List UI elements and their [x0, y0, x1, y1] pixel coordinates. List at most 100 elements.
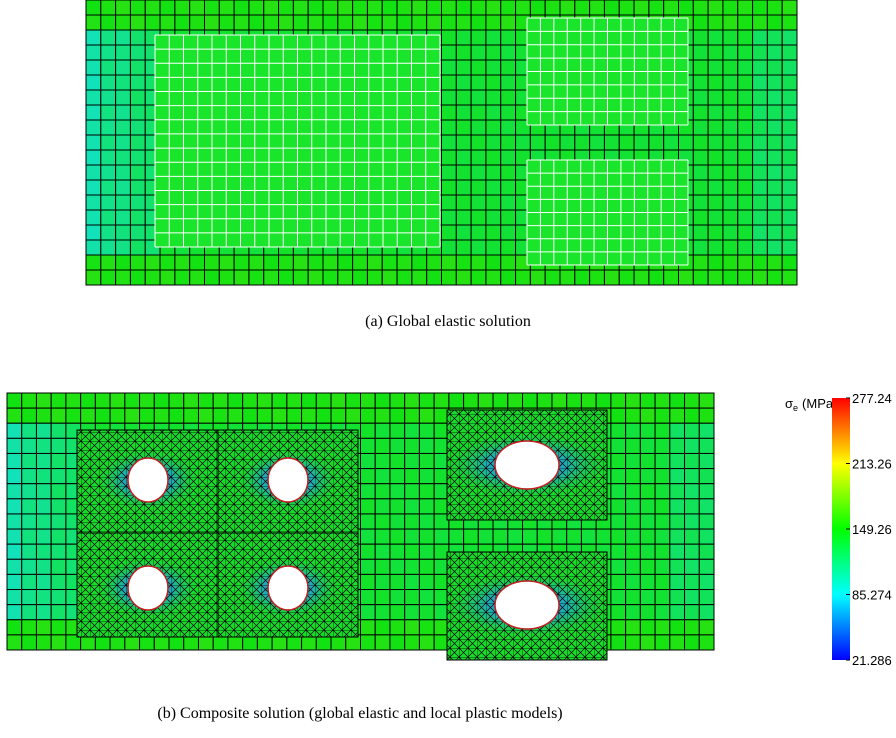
mesh-cell	[85, 239, 102, 256]
mesh-cell	[485, 119, 502, 136]
mesh-cell	[404, 437, 420, 454]
mesh-cell	[411, 254, 428, 271]
mesh-cell	[337, 269, 354, 286]
mesh-cell	[698, 528, 715, 545]
mesh-cell	[94, 392, 111, 409]
mesh-cell	[50, 558, 67, 575]
mesh-cell	[35, 437, 52, 454]
mesh-cell	[707, 104, 724, 121]
mesh-cell	[426, 14, 442, 31]
mesh-cell	[115, 239, 131, 256]
colorbar-label: σe (MPa)	[785, 396, 837, 413]
mesh-cell	[286, 407, 303, 424]
mesh-cell	[500, 44, 517, 61]
mesh-cell	[330, 392, 347, 409]
mesh-cell	[389, 634, 406, 651]
mesh-cell	[292, 0, 309, 16]
mesh-cell	[603, 269, 620, 286]
mesh-cell	[625, 437, 641, 454]
mesh-cell	[500, 134, 517, 151]
mesh-cell	[485, 179, 502, 196]
mesh-cell	[441, 119, 457, 136]
mesh-cell	[698, 452, 715, 470]
colorbar-tick-label: 85.274	[852, 588, 892, 603]
mesh-cell	[129, 269, 146, 286]
mesh-cell	[559, 0, 576, 16]
mesh-cell	[85, 104, 102, 121]
mesh-cell	[65, 392, 82, 409]
mesh-cell	[85, 14, 102, 31]
mesh-cell	[433, 392, 450, 409]
mesh-cell	[566, 392, 582, 409]
mesh-cell	[669, 604, 686, 621]
mesh-cell	[654, 437, 671, 454]
mesh-cell	[698, 483, 715, 500]
mesh-cell	[654, 483, 671, 500]
mesh-cell	[129, 254, 146, 271]
mesh-cell	[153, 392, 170, 409]
mesh-cell	[663, 0, 679, 16]
mesh-cell	[129, 74, 146, 91]
mesh-cell	[337, 14, 354, 31]
mesh-cell	[263, 269, 280, 286]
mesh-cell	[85, 29, 102, 46]
mesh-cell	[737, 239, 754, 256]
mesh-cell	[301, 407, 317, 424]
mesh-cell	[684, 498, 700, 515]
mesh-cell	[441, 29, 457, 46]
mesh-cell	[698, 619, 715, 636]
mesh-cell	[50, 589, 67, 606]
mesh-cell	[307, 14, 324, 31]
mesh-cell	[692, 209, 709, 226]
mesh-cell	[500, 0, 517, 16]
mesh-cell	[345, 407, 362, 424]
mesh-cell	[115, 14, 131, 31]
mesh-cell	[633, 134, 650, 151]
mesh-cell	[455, 29, 472, 46]
mesh-cell	[698, 498, 715, 515]
mesh-cell	[766, 134, 783, 151]
mesh-cell	[678, 134, 694, 151]
mesh-cell	[669, 498, 686, 515]
mesh-cell	[669, 573, 686, 591]
mesh-cell	[639, 407, 656, 424]
mesh-cell	[115, 89, 131, 106]
mesh-cell	[766, 29, 783, 46]
mesh-cell	[684, 558, 700, 575]
mesh-cell	[6, 437, 23, 454]
mesh-cell	[242, 407, 258, 424]
mesh-cell	[781, 149, 798, 166]
mesh-cell	[507, 528, 524, 545]
mesh-cell	[500, 239, 517, 256]
mesh-cell	[737, 0, 754, 16]
mesh-cell	[625, 528, 641, 545]
mesh-cell	[654, 558, 671, 575]
mesh-cell	[360, 543, 376, 560]
mesh-cell	[389, 558, 406, 575]
mesh-cell	[515, 134, 531, 151]
mesh-cell	[159, 14, 176, 31]
mesh-cell	[129, 179, 146, 196]
mesh-cell	[618, 269, 635, 286]
mesh-cell	[360, 573, 376, 591]
mesh-cell	[218, 269, 235, 286]
mesh-cell	[707, 14, 724, 31]
mesh-cell	[139, 392, 155, 409]
mesh-cell	[610, 543, 627, 560]
mesh-cell	[692, 179, 709, 196]
mesh-cell	[381, 269, 398, 286]
mesh-cell	[737, 164, 754, 181]
mesh-cell	[692, 44, 709, 61]
mesh-cell	[698, 468, 715, 485]
mesh-cell	[737, 254, 754, 271]
mesh-cell	[752, 59, 768, 76]
mesh-cell	[448, 392, 465, 409]
mesh-cell	[271, 392, 288, 409]
mesh-cell	[115, 104, 131, 121]
mesh-cell	[85, 149, 102, 166]
mesh-cell	[159, 269, 176, 286]
mesh-cell	[441, 59, 457, 76]
mesh-cell	[218, 14, 235, 31]
hole	[494, 580, 560, 630]
mesh-cell	[737, 44, 754, 61]
